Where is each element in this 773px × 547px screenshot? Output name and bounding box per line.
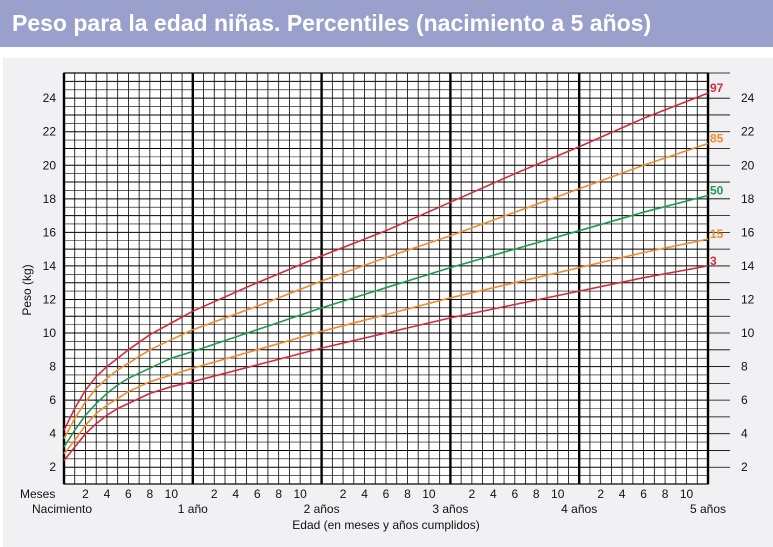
month-tick-label: 4 [232, 487, 239, 501]
month-tick-label: 2 [469, 487, 476, 501]
month-tick-label: 2 [211, 487, 218, 501]
plot-frame [63, 72, 709, 485]
year-label: 4 años [561, 502, 597, 516]
year-label: 1 año [178, 502, 208, 516]
year-label: 2 años [304, 502, 340, 516]
y-tick-label-right: 4 [741, 427, 748, 441]
year-label: 3 años [432, 502, 468, 516]
grid-year-lines [62, 72, 710, 485]
months-label: Meses [20, 487, 55, 501]
month-tick-label: 2 [340, 487, 347, 501]
percentile-curves [63, 92, 709, 461]
percentile-line-3 [63, 265, 709, 461]
y-tick-label-right: 20 [741, 158, 755, 172]
month-tick-label: 8 [275, 487, 282, 501]
month-tick-label: 8 [147, 487, 154, 501]
month-tick-label: 6 [383, 487, 390, 501]
month-tick-label: 4 [361, 487, 368, 501]
percentile-label-50: 50 [710, 183, 724, 197]
month-tick-label: 8 [662, 487, 669, 501]
month-tick-label: 8 [533, 487, 540, 501]
percentile-line-15 [63, 238, 709, 455]
month-tick-label: 6 [254, 487, 261, 501]
y-tick-label-left: 20 [43, 158, 57, 172]
month-tick-label: 6 [640, 487, 647, 501]
y-tick-label-left: 8 [49, 360, 56, 374]
y-tick-label-left: 10 [43, 326, 57, 340]
y-tick-label-left: 2 [49, 460, 56, 474]
y-tick-label-right: 16 [741, 225, 755, 239]
y-tick-label-left: 6 [49, 393, 56, 407]
x-axis-title: Edad (en meses y años cumplidos) [292, 518, 479, 532]
percentile-label-97: 97 [710, 81, 724, 95]
month-tick-label: 2 [597, 487, 604, 501]
percentile-label-85: 85 [710, 131, 724, 145]
month-tick-label: 4 [104, 487, 111, 501]
month-tick-label: 10 [293, 487, 307, 501]
percentile-line-97 [63, 92, 709, 431]
y-tick-label-right: 24 [741, 91, 755, 105]
y-tick-label-right: 22 [741, 125, 755, 139]
month-tick-label: 4 [490, 487, 497, 501]
month-tick-label: 8 [404, 487, 411, 501]
month-tick-label: 2 [82, 487, 89, 501]
y-tick-label-left: 14 [43, 259, 57, 273]
y-tick-label-right: 6 [741, 393, 748, 407]
chart-title: Peso para la edad niñas. Percentiles (na… [12, 10, 652, 36]
month-tick-label: 6 [511, 487, 518, 501]
month-tick-label: 10 [165, 487, 179, 501]
y-axis-title: Peso (kg) [20, 264, 34, 315]
y-tick-label-left: 24 [43, 91, 57, 105]
y-tick-label-right: 12 [741, 292, 755, 306]
grid-minor-lines [64, 72, 730, 485]
y-tick-label-left: 22 [43, 125, 57, 139]
y-tick-label-right: 18 [741, 192, 755, 206]
y-tick-label-right: 8 [741, 360, 748, 374]
percentile-label-3: 3 [710, 254, 717, 268]
month-tick-label: 10 [680, 487, 694, 501]
month-tick-label: 10 [551, 487, 565, 501]
month-tick-label: 10 [422, 487, 436, 501]
y-tick-label-right: 14 [741, 259, 755, 273]
year-label: Nacimiento [32, 502, 92, 516]
y-tick-label-left: 18 [43, 192, 57, 206]
y-tick-label-right: 10 [741, 326, 755, 340]
month-tick-label: 4 [619, 487, 626, 501]
y-tick-label-left: 4 [49, 427, 56, 441]
percentile-line-50 [63, 194, 709, 448]
y-tick-label-right: 2 [741, 460, 748, 474]
month-tick-label: 6 [125, 487, 132, 501]
percentile-label-15: 15 [710, 227, 724, 241]
y-tick-label-left: 16 [43, 225, 57, 239]
y-tick-label-left: 12 [43, 292, 57, 306]
chart-header: Peso para la edad niñas. Percentiles (na… [0, 0, 773, 47]
percentile-line-85 [63, 142, 709, 440]
year-label: 5 años [690, 502, 726, 516]
